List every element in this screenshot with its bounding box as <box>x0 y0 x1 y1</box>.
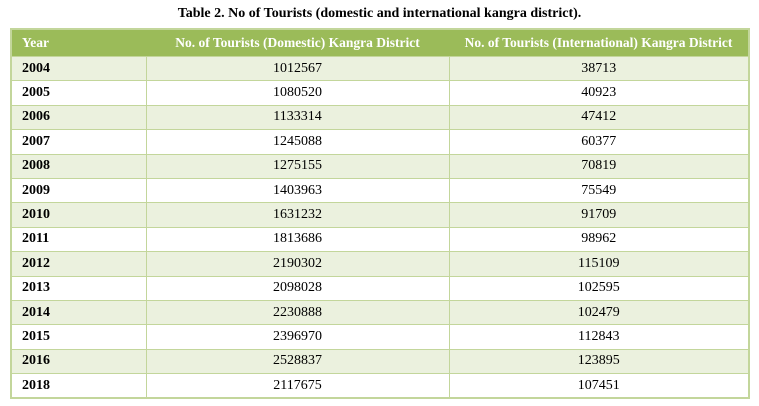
table-row: 2006 1133314 47412 <box>10 104 750 131</box>
year-cell: 2004 <box>10 55 147 82</box>
table-row: 2011 1813686 98962 <box>10 226 750 253</box>
international-cell: 91709 <box>448 202 750 228</box>
international-cell: 60377 <box>448 129 750 155</box>
domestic-cell: 1245088 <box>145 129 450 155</box>
domestic-cell: 2528837 <box>145 348 450 375</box>
international-cell: 115109 <box>448 251 750 277</box>
table-row: 2016 2528837 123895 <box>10 348 750 375</box>
table-row: 2005 1080520 40923 <box>10 80 750 106</box>
table-row: 2009 1403963 75549 <box>10 177 750 204</box>
domestic-cell: 2117675 <box>145 373 450 399</box>
domestic-cell: 2396970 <box>145 324 450 350</box>
table-caption: Table 2. No of Tourists (domestic and in… <box>177 6 582 21</box>
table-row: 2010 1631232 91709 <box>10 202 750 228</box>
international-cell: 112843 <box>448 324 750 350</box>
international-cell: 38713 <box>448 55 750 82</box>
international-cell: 75549 <box>448 177 750 204</box>
column-header-international: No. of Tourists (International) Kangra D… <box>449 29 749 57</box>
international-cell: 47412 <box>448 104 750 131</box>
column-header-year: Year <box>11 29 146 57</box>
year-cell: 2005 <box>10 80 147 106</box>
table-row: 2014 2230888 102479 <box>10 299 750 326</box>
year-cell: 2009 <box>10 177 147 204</box>
year-cell: 2007 <box>10 129 147 155</box>
table-row: 2012 2190302 115109 <box>10 251 750 277</box>
year-cell: 2006 <box>10 104 147 131</box>
international-cell: 102479 <box>448 299 750 326</box>
table-header: Year No. of Tourists (Domestic) Kangra D… <box>11 29 749 57</box>
domestic-cell: 1403963 <box>145 177 450 204</box>
column-header-domestic: No. of Tourists (Domestic) Kangra Distri… <box>146 29 449 57</box>
international-cell: 40923 <box>448 80 750 106</box>
domestic-cell: 1133314 <box>145 104 450 131</box>
header-row: Year No. of Tourists (Domestic) Kangra D… <box>11 29 749 57</box>
domestic-cell: 2098028 <box>145 275 450 301</box>
international-cell: 70819 <box>448 153 750 179</box>
table-row: 2015 2396970 112843 <box>10 324 750 350</box>
domestic-cell: 1012567 <box>145 55 450 82</box>
year-cell: 2018 <box>10 373 147 399</box>
table-row: 2013 2098028 102595 <box>10 275 750 301</box>
table-row: 2018 2117675 107451 <box>10 373 750 399</box>
year-cell: 2015 <box>10 324 147 350</box>
table-row: 2008 1275155 70819 <box>10 153 750 179</box>
year-cell: 2010 <box>10 202 147 228</box>
year-cell: 2008 <box>10 153 147 179</box>
domestic-cell: 1631232 <box>145 202 450 228</box>
year-cell: 2016 <box>10 348 147 375</box>
international-cell: 102595 <box>448 275 750 301</box>
domestic-cell: 2230888 <box>145 299 450 326</box>
domestic-cell: 1813686 <box>145 226 450 253</box>
international-cell: 107451 <box>448 373 750 399</box>
table-row: 2007 1245088 60377 <box>10 129 750 155</box>
domestic-cell: 1275155 <box>145 153 450 179</box>
domestic-cell: 1080520 <box>145 80 450 106</box>
international-cell: 123895 <box>448 348 750 375</box>
international-cell: 98962 <box>448 226 750 253</box>
domestic-cell: 2190302 <box>145 251 450 277</box>
year-cell: 2014 <box>10 299 147 326</box>
year-cell: 2012 <box>10 251 147 277</box>
table-body: 2004 1012567 38713 2005 1080520 40923 20… <box>10 55 750 399</box>
year-cell: 2013 <box>10 275 147 301</box>
year-cell: 2011 <box>10 226 147 253</box>
tourists-table: Year No. of Tourists (Domestic) Kangra D… <box>10 28 750 400</box>
table-row: 2004 1012567 38713 <box>10 55 750 82</box>
